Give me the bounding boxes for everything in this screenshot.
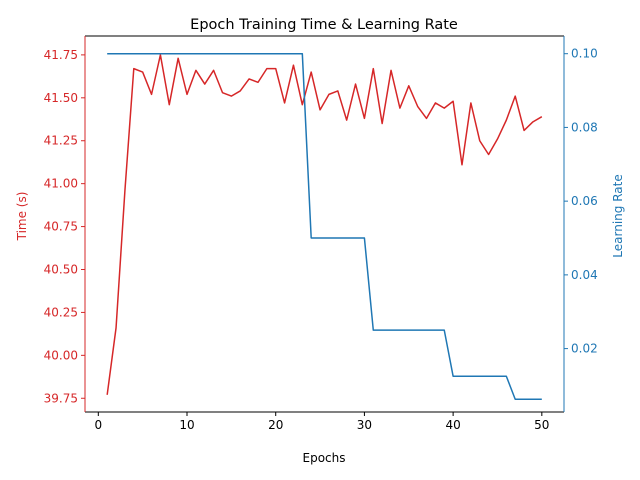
x-tick-label: 30 [357,418,372,432]
y-right-tick-label: 0.04 [571,268,598,282]
y-axis-right: 0.02 0.04 0.06 0.08 0.10 [564,47,598,356]
y-left-tick-label: 40.25 [44,305,78,319]
y-left-tick-label: 39.75 [44,391,78,405]
plot-frame [84,35,565,413]
y-left-tick-label: 41.75 [44,48,78,62]
chart-title: Epoch Training Time & Learning Rate [190,17,458,33]
series-layer [106,52,543,401]
x-tick-label: 40 [445,418,460,432]
x-tick-label: 10 [179,418,194,432]
x-tick-label: 0 [94,418,102,432]
y-left-tick-label: 40.00 [44,348,78,362]
x-tick-label: 50 [534,418,549,432]
x-tick-label: 20 [268,418,283,432]
y-left-tick-label: 41.25 [44,134,78,148]
x-axis: 0 10 20 30 40 50 [94,412,549,432]
y-left-tick-label: 41.00 [44,177,78,191]
series-line-learning-rate [107,52,542,401]
y-axis-left-title: Time (s) [15,192,29,242]
y-right-tick-label: 0.06 [571,194,598,208]
y-axis-right-title: Learning Rate [611,174,625,257]
x-axis-title: Epochs [303,451,346,465]
y-left-tick-label: 40.50 [44,262,78,276]
series-line-time [106,54,543,395]
y-left-tick-label: 40.75 [44,220,78,234]
y-right-tick-label: 0.10 [571,47,598,61]
y-right-tick-label: 0.02 [571,342,598,356]
y-right-tick-label: 0.08 [571,120,598,134]
y-left-tick-label: 41.50 [44,91,78,105]
y-axis-left: 39.75 40.00 40.25 40.50 40.75 41.00 41.25 41.50… [44,48,85,405]
